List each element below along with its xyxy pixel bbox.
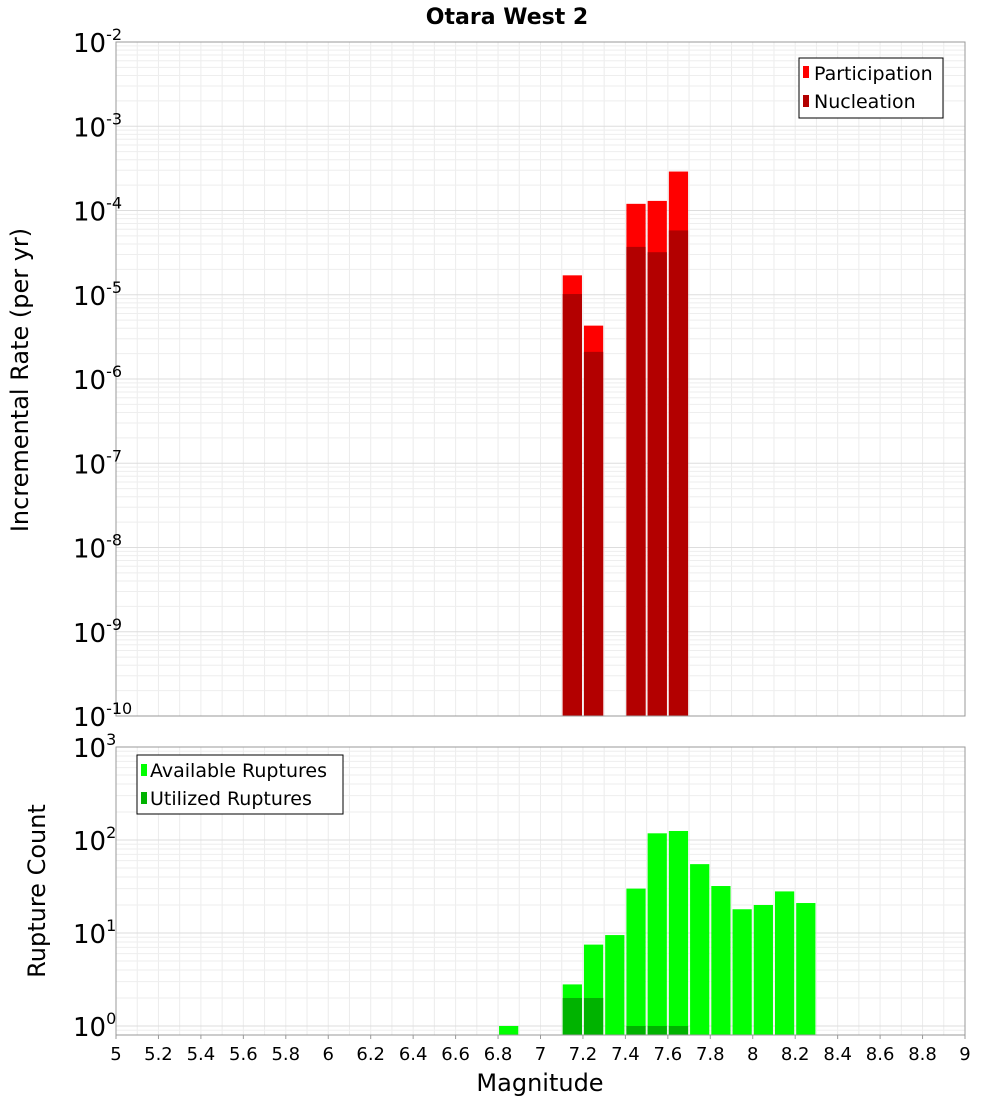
x-tick-label: 7 — [535, 1044, 546, 1065]
rate-bar-series-1 — [668, 230, 689, 716]
x-tick-label: 9 — [959, 1044, 970, 1065]
x-tick-label: 8.8 — [908, 1044, 937, 1065]
x-ticks: 5 5.2 5.4 5.6 5.8 6 6.2 6.4 6.6 6.8 7 7.2 7.4 7.6 7.8 8… — [110, 1035, 971, 1065]
rupture-count-bar-series-0 — [626, 888, 646, 1035]
y-tick-label: 10-7 — [73, 446, 122, 480]
rate-bar-series-1 — [562, 294, 582, 716]
x-tick-label: 5.8 — [271, 1044, 300, 1065]
bottom-legend: Available Ruptures Utilized Ruptures — [136, 754, 344, 815]
rate-bar-series-1 — [647, 252, 667, 717]
rupture-count-bar-series-1 — [668, 1025, 689, 1035]
rate-bar-series-1 — [626, 246, 646, 716]
y-tick-label: 101 — [73, 916, 116, 950]
bottom-legend-box — [136, 754, 344, 815]
y-tick-label: 102 — [73, 823, 116, 857]
top-grid — [115, 42, 966, 717]
rupture-count-bar-series-1 — [626, 1025, 646, 1035]
rupture-count-bar-series-0 — [647, 833, 667, 1035]
x-tick-label: 8 — [747, 1044, 758, 1065]
bottom-y-ticks: 100 101 102 103 — [73, 730, 116, 1043]
y-tick-label: 10-3 — [73, 109, 122, 143]
top-plot-frame — [115, 41, 966, 717]
y-tick-label: 10-9 — [73, 615, 122, 649]
x-tick-label: 8.6 — [866, 1044, 895, 1065]
x-tick-label: 6 — [323, 1044, 334, 1065]
x-tick-label: 5.4 — [187, 1044, 216, 1065]
legend-label-utilized: Utilized Ruptures — [150, 788, 312, 810]
x-tick-label: 7.6 — [654, 1044, 683, 1065]
y-tick-label: 10-2 — [73, 25, 122, 59]
rupture-count-bar-series-0 — [753, 904, 773, 1035]
x-tick-label: 6.6 — [441, 1044, 470, 1065]
top-bars — [562, 171, 689, 717]
y-tick-label: 10-10 — [73, 699, 132, 733]
rupture-count-bar-series-0 — [711, 886, 731, 1035]
x-tick-label: 6.4 — [399, 1044, 428, 1065]
rupture-count-bar-series-0 — [499, 1025, 519, 1035]
x-tick-label: 7.2 — [569, 1044, 598, 1065]
legend-label-participation: Participation — [814, 63, 933, 85]
y-tick-label: 10-4 — [73, 194, 122, 228]
legend-swatch-participation — [803, 66, 809, 78]
top-legend-box — [798, 57, 944, 119]
rate-bar-series-1 — [583, 351, 604, 716]
rupture-count-bar-series-1 — [647, 1025, 667, 1035]
chart-title: Otara West 2 — [426, 5, 588, 30]
bottom-panel: 100 101 102 103 Rupture Count Available Rup… — [23, 730, 971, 1097]
legend-swatch-available — [141, 764, 147, 776]
x-tick-label: 5 — [110, 1044, 121, 1065]
x-tick-label: 6.8 — [484, 1044, 513, 1065]
top-panel: 10-10 10-9 10-8 10-7 10-6 10-5 10-4 10-3 10-2 In… — [6, 25, 966, 733]
bottom-y-axis-label: Rupture Count — [23, 804, 51, 978]
x-tick-label: 6.2 — [356, 1044, 385, 1065]
legend-swatch-utilized — [141, 792, 147, 804]
top-y-ticks: 10-10 10-9 10-8 10-7 10-6 10-5 10-4 10-3 10-2 — [73, 25, 132, 733]
rupture-count-bar-series-0 — [668, 830, 689, 1035]
y-tick-label: 10-6 — [73, 362, 122, 396]
x-tick-label: 7.8 — [696, 1044, 725, 1065]
x-axis-label: Magnitude — [476, 1069, 603, 1097]
y-tick-label: 10-5 — [73, 278, 122, 312]
bottom-bars — [499, 830, 816, 1035]
rupture-count-bar-series-1 — [583, 997, 604, 1035]
legend-swatch-nucleation — [803, 95, 809, 107]
rupture-count-bar-series-0 — [690, 864, 710, 1035]
x-tick-label: 7.4 — [611, 1044, 640, 1065]
rupture-count-bar-series-0 — [732, 909, 752, 1035]
y-tick-label: 10-8 — [73, 531, 122, 565]
rupture-count-bar-series-1 — [562, 997, 582, 1035]
y-tick-label: 103 — [73, 730, 116, 764]
top-y-axis-label: Incremental Rate (per yr) — [6, 228, 34, 532]
rupture-count-bar-series-0 — [605, 935, 625, 1035]
legend-label-nucleation: Nucleation — [814, 91, 916, 113]
rupture-count-bar-series-0 — [774, 891, 795, 1035]
x-tick-label: 8.2 — [781, 1044, 810, 1065]
rupture-count-bar-series-0 — [796, 903, 816, 1035]
x-tick-label: 5.2 — [144, 1044, 173, 1065]
x-tick-label: 5.6 — [229, 1044, 258, 1065]
legend-label-available: Available Ruptures — [150, 760, 327, 782]
y-tick-label: 100 — [73, 1009, 116, 1043]
top-legend: Participation Nucleation — [798, 57, 944, 119]
x-tick-label: 8.4 — [823, 1044, 852, 1065]
